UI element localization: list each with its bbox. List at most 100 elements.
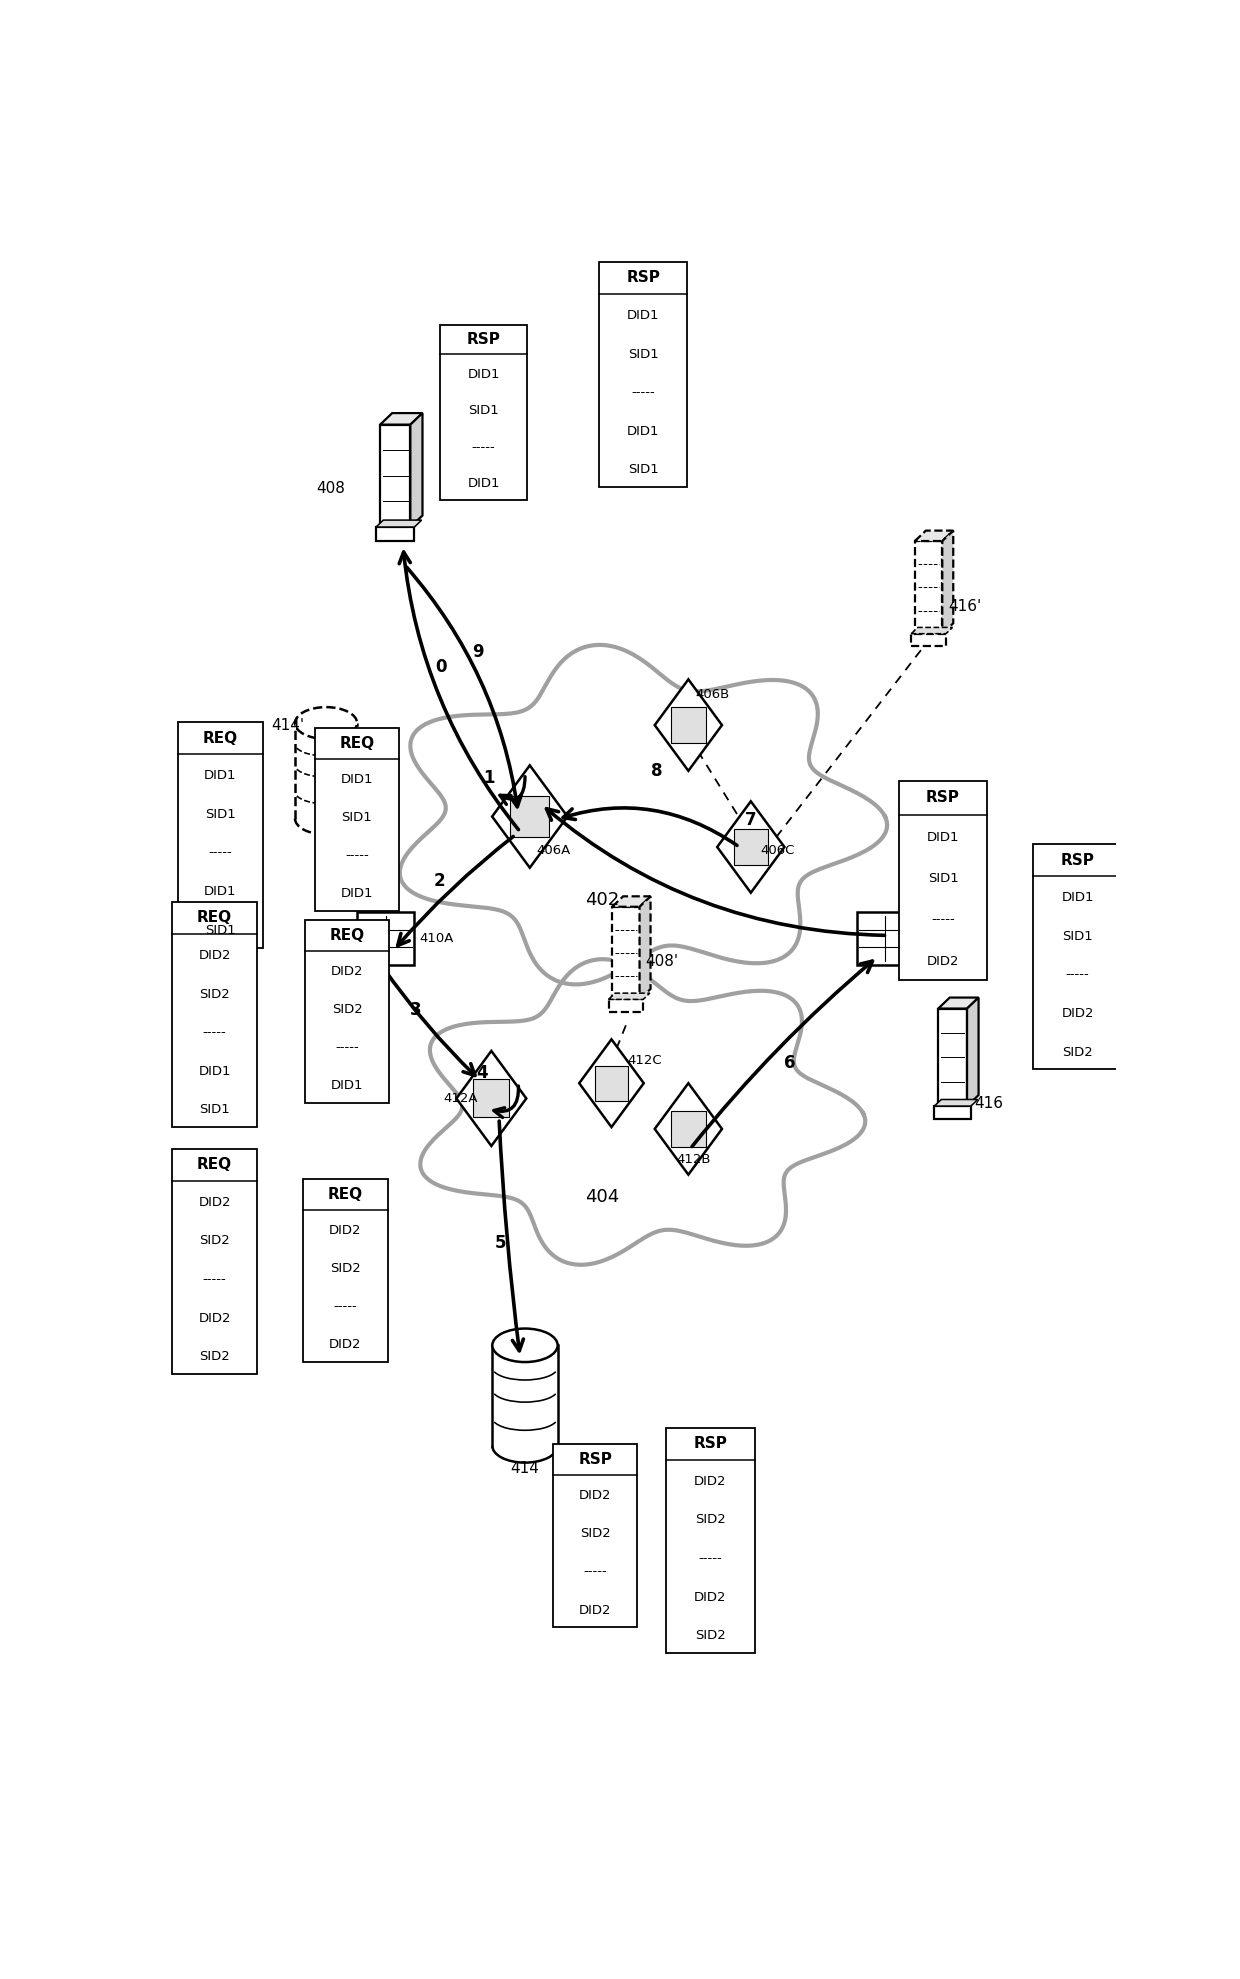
Text: SID2: SID2 xyxy=(200,1350,229,1364)
Text: 410B: 410B xyxy=(919,932,954,944)
Polygon shape xyxy=(942,530,954,633)
Text: 408: 408 xyxy=(316,481,345,497)
Bar xyxy=(474,1079,510,1118)
Text: SID1: SID1 xyxy=(205,924,236,936)
Polygon shape xyxy=(717,801,785,893)
Text: 412C: 412C xyxy=(627,1055,662,1067)
Text: DID1: DID1 xyxy=(198,1065,231,1079)
Polygon shape xyxy=(492,766,568,867)
Bar xyxy=(492,1346,558,1447)
Text: RSP: RSP xyxy=(693,1437,728,1451)
Text: DID1: DID1 xyxy=(467,368,500,380)
Text: -----: ----- xyxy=(471,441,496,453)
Text: SID2: SID2 xyxy=(696,1629,725,1643)
Text: 5: 5 xyxy=(495,1235,507,1253)
Bar xyxy=(915,540,942,633)
Text: DID2: DID2 xyxy=(926,954,960,968)
Text: 3: 3 xyxy=(409,1001,422,1019)
Polygon shape xyxy=(410,414,423,526)
Text: 406C: 406C xyxy=(760,843,795,857)
Bar xyxy=(671,1110,706,1148)
Text: SID1: SID1 xyxy=(627,463,658,477)
Text: DID2: DID2 xyxy=(331,966,363,978)
Bar xyxy=(671,707,706,744)
Bar xyxy=(599,261,687,487)
Text: 404: 404 xyxy=(585,1189,619,1207)
Text: DID1: DID1 xyxy=(341,887,373,900)
Bar xyxy=(734,829,768,865)
Text: -----: ----- xyxy=(583,1565,608,1579)
Bar xyxy=(172,1148,257,1373)
Text: RSP: RSP xyxy=(466,332,501,346)
Text: SID2: SID2 xyxy=(330,1263,361,1274)
Polygon shape xyxy=(579,1039,644,1128)
Text: -----: ----- xyxy=(334,1300,357,1314)
Text: DID1: DID1 xyxy=(205,885,237,898)
Text: 414: 414 xyxy=(511,1461,539,1476)
Text: DID2: DID2 xyxy=(329,1225,362,1237)
Text: SID2: SID2 xyxy=(200,988,229,1001)
Text: DID1: DID1 xyxy=(1061,891,1094,904)
Text: SID2: SID2 xyxy=(332,1003,362,1015)
Text: 8: 8 xyxy=(651,762,662,780)
Text: REQ: REQ xyxy=(197,1158,232,1172)
Text: 412A: 412A xyxy=(444,1092,477,1104)
Bar xyxy=(939,1009,967,1106)
Text: -----: ----- xyxy=(202,1027,227,1039)
Text: DID1: DID1 xyxy=(331,1079,363,1092)
Polygon shape xyxy=(915,530,954,540)
Text: DID2: DID2 xyxy=(694,1591,727,1603)
Text: -----: ----- xyxy=(208,847,232,859)
Text: -----: ----- xyxy=(631,386,655,400)
Bar xyxy=(553,1445,637,1627)
Bar xyxy=(899,782,987,980)
Text: SID1: SID1 xyxy=(341,811,372,823)
Text: 412B: 412B xyxy=(676,1154,711,1166)
Polygon shape xyxy=(939,997,978,1009)
Text: DID2: DID2 xyxy=(1061,1007,1094,1019)
Polygon shape xyxy=(376,520,422,526)
Bar xyxy=(609,999,644,1011)
Text: DID1: DID1 xyxy=(341,774,373,786)
Bar xyxy=(857,912,914,966)
Text: DID2: DID2 xyxy=(198,1195,231,1209)
Text: RSP: RSP xyxy=(578,1453,613,1466)
Bar xyxy=(172,902,257,1128)
Text: REQ: REQ xyxy=(330,928,365,942)
Text: DID1: DID1 xyxy=(627,425,660,437)
Bar xyxy=(595,1065,629,1100)
Bar xyxy=(295,722,357,819)
Bar xyxy=(315,728,399,910)
Bar xyxy=(303,1179,388,1362)
Text: SID2: SID2 xyxy=(696,1514,725,1526)
Bar xyxy=(911,633,946,647)
Text: 6: 6 xyxy=(784,1055,795,1073)
Text: SID1: SID1 xyxy=(928,873,959,885)
Text: DID1: DID1 xyxy=(205,770,237,782)
Text: DID1: DID1 xyxy=(467,477,500,491)
Text: -----: ----- xyxy=(202,1272,227,1286)
Text: SID1: SID1 xyxy=(469,404,498,418)
Text: SID2: SID2 xyxy=(580,1528,610,1540)
Bar xyxy=(613,906,640,999)
Text: 414': 414' xyxy=(272,718,304,732)
Text: 406B: 406B xyxy=(696,689,729,701)
Text: RSP: RSP xyxy=(626,271,660,285)
Bar xyxy=(666,1427,755,1652)
Text: 410A: 410A xyxy=(419,932,454,944)
Bar xyxy=(440,325,527,501)
Text: SID2: SID2 xyxy=(1063,1045,1092,1059)
Text: DID2: DID2 xyxy=(579,1490,611,1502)
Polygon shape xyxy=(609,993,650,999)
Text: 4: 4 xyxy=(476,1063,487,1083)
Text: RSP: RSP xyxy=(926,790,960,805)
Text: -----: ----- xyxy=(345,849,368,863)
Polygon shape xyxy=(655,1083,722,1176)
Polygon shape xyxy=(655,679,722,770)
Text: REQ: REQ xyxy=(340,736,374,750)
Text: DID2: DID2 xyxy=(198,948,231,962)
Polygon shape xyxy=(381,414,423,425)
Text: 408': 408' xyxy=(645,954,678,970)
Text: 416': 416' xyxy=(949,600,982,613)
Bar xyxy=(511,796,549,837)
